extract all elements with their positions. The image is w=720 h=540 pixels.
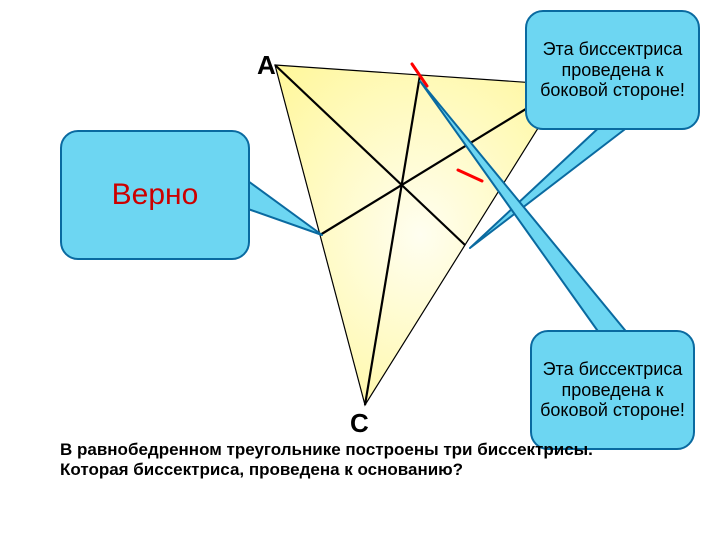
vertex-label-c: C: [350, 408, 369, 439]
callout-verno-text: Верно: [112, 178, 199, 213]
callout-bottom-right-text: Эта биссектриса проведена к боковой стор…: [538, 359, 687, 421]
triangle: [275, 65, 565, 405]
callout-top-right-text: Эта биссектриса проведена к боковой стор…: [533, 39, 692, 101]
question-line-1: В равнобедренном треугольнике построены …: [60, 440, 593, 460]
question-text: В равнобедренном треугольнике построены …: [60, 440, 593, 480]
vertex-label-a: A: [257, 50, 276, 81]
callout-top-right: Эта биссектриса проведена к боковой стор…: [525, 10, 700, 130]
callout-verno: Верно: [60, 130, 250, 260]
question-line-2: Которая биссектриса, проведена к основан…: [60, 460, 593, 480]
callout-bottom-right: Эта биссектриса проведена к боковой стор…: [530, 330, 695, 450]
